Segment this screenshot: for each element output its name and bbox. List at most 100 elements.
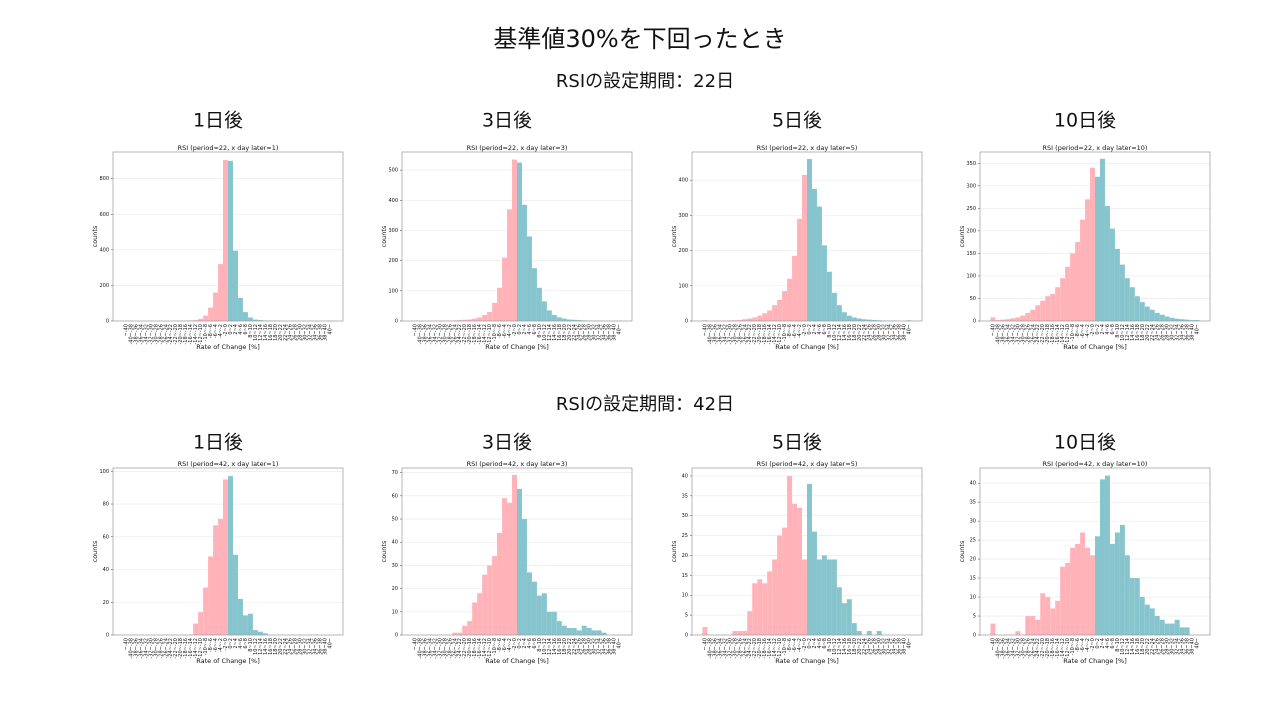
x-tick-label: -2~0	[223, 324, 229, 336]
y-tick-label: 300	[966, 183, 976, 189]
y-tick-label: 10	[682, 593, 688, 599]
y-axis-label: counts	[958, 540, 966, 562]
x-tick-label: 18~20	[562, 324, 568, 341]
bar	[767, 571, 773, 635]
bar	[586, 628, 592, 635]
bar	[752, 317, 758, 321]
x-tick-label: 16~18	[268, 638, 274, 655]
x-tick-label: -34~-32	[432, 324, 438, 345]
x-tick-label: -20~-18	[178, 324, 184, 345]
bar	[218, 518, 224, 635]
x-tick-label: -32~-30	[148, 324, 154, 345]
panel-heading: 1日後	[193, 110, 243, 132]
x-tick-label: -18~-16	[472, 638, 478, 659]
x-tick-label: -16~-14	[1055, 324, 1061, 345]
bar	[492, 556, 498, 635]
bar	[517, 488, 522, 635]
x-tick-label: 6~8	[243, 324, 249, 335]
bar	[871, 319, 877, 321]
bar	[1075, 242, 1081, 321]
y-tick-label: 10	[392, 609, 398, 615]
x-tick-label: -18~-16	[762, 638, 768, 659]
x-tick-label: 20~22	[278, 638, 284, 655]
bar	[477, 317, 483, 321]
x-tick-label: -20~-18	[178, 638, 184, 659]
x-tick-label: 36~38	[897, 638, 903, 655]
x-tick-label: 30~32	[592, 638, 598, 655]
x-tick-label: -4~-2	[1085, 638, 1091, 652]
x-tick-label: -22~-20	[173, 324, 179, 345]
y-tick-label: 20	[970, 557, 976, 563]
x-tick-label: 12~14	[837, 324, 843, 341]
x-tick-label: -14~-12	[482, 638, 488, 659]
bar	[1194, 320, 1200, 321]
plot-frame	[979, 467, 1211, 636]
bar	[1154, 616, 1160, 635]
bar	[846, 599, 852, 635]
x-tick-label: 18~20	[852, 638, 858, 655]
bar	[1169, 623, 1175, 635]
x-tick-label: -4~-2	[218, 324, 224, 338]
x-tick-label: -38~-36	[133, 324, 139, 345]
x-tick-label: -22~-20	[752, 324, 758, 345]
x-tick-label: 40~	[907, 638, 913, 649]
y-axis-label: counts	[380, 540, 388, 562]
x-tick-label: -26~-24	[452, 324, 458, 345]
bar	[841, 603, 847, 635]
y-tick-label: 50	[392, 517, 398, 523]
y-tick-label: 15	[970, 576, 976, 582]
x-tick-label: 16~18	[1135, 638, 1141, 655]
x-tick-label: -2~0	[802, 638, 808, 650]
x-tick-label: 30~32	[303, 638, 309, 655]
x-tick-label: 40~	[1195, 324, 1201, 335]
x-tick-label: 2~4	[1100, 638, 1106, 649]
x-tick-label: -18~-16	[1050, 324, 1056, 345]
bar	[467, 621, 473, 635]
bar	[536, 595, 542, 635]
bar	[1060, 566, 1066, 635]
bar	[193, 320, 199, 321]
bar	[787, 278, 793, 321]
x-tick-label: 40~	[328, 638, 334, 649]
x-tick-label: 2~4	[812, 638, 818, 649]
x-tick-label: -12~-10	[487, 638, 493, 659]
plot-frame	[112, 467, 344, 636]
x-tick-label: -32~-30	[727, 638, 733, 659]
x-tick-label: 8~10	[248, 638, 254, 652]
bar	[497, 532, 503, 635]
x-tick-label: 0~2	[517, 324, 523, 335]
y-tick-label: 50	[970, 296, 976, 302]
y-tick-label: 25	[970, 538, 976, 544]
y-tick-label: 200	[99, 283, 109, 289]
bar	[257, 631, 263, 635]
bar	[1159, 619, 1165, 635]
y-tick-label: 100	[678, 283, 688, 289]
x-tick-label: 4~6	[238, 324, 244, 335]
x-tick-label: -6~-4	[213, 324, 219, 338]
x-tick-label: 14~16	[552, 638, 558, 655]
bar	[218, 264, 224, 321]
y-tick-label: 400	[388, 198, 398, 204]
bar	[1184, 319, 1190, 321]
x-tick-label: 16~18	[847, 638, 853, 655]
x-tick-label: -8~-6	[787, 638, 793, 652]
bar	[492, 302, 498, 321]
y-tick-label: 30	[392, 563, 398, 569]
x-tick-label: -10~-8	[782, 638, 788, 655]
x-tick-label: ~-40	[990, 324, 996, 336]
panel-heading: 10日後	[1054, 110, 1116, 132]
bar	[487, 311, 493, 321]
x-tick-label: 36~38	[318, 638, 324, 655]
bar	[198, 318, 204, 321]
bar	[512, 159, 517, 321]
bar	[472, 318, 478, 321]
x-tick-label: 28~30	[587, 638, 593, 655]
x-tick-label: -8~-6	[208, 638, 214, 652]
x-tick-label: 12~14	[837, 638, 843, 655]
x-tick-label: 20~22	[1145, 324, 1151, 341]
y-tick-label: 500	[388, 168, 398, 174]
bar	[1174, 619, 1180, 635]
y-tick-label: 30	[970, 519, 976, 525]
y-tick-label: 0	[973, 319, 976, 325]
x-tick-label: -36~-34	[427, 638, 433, 659]
